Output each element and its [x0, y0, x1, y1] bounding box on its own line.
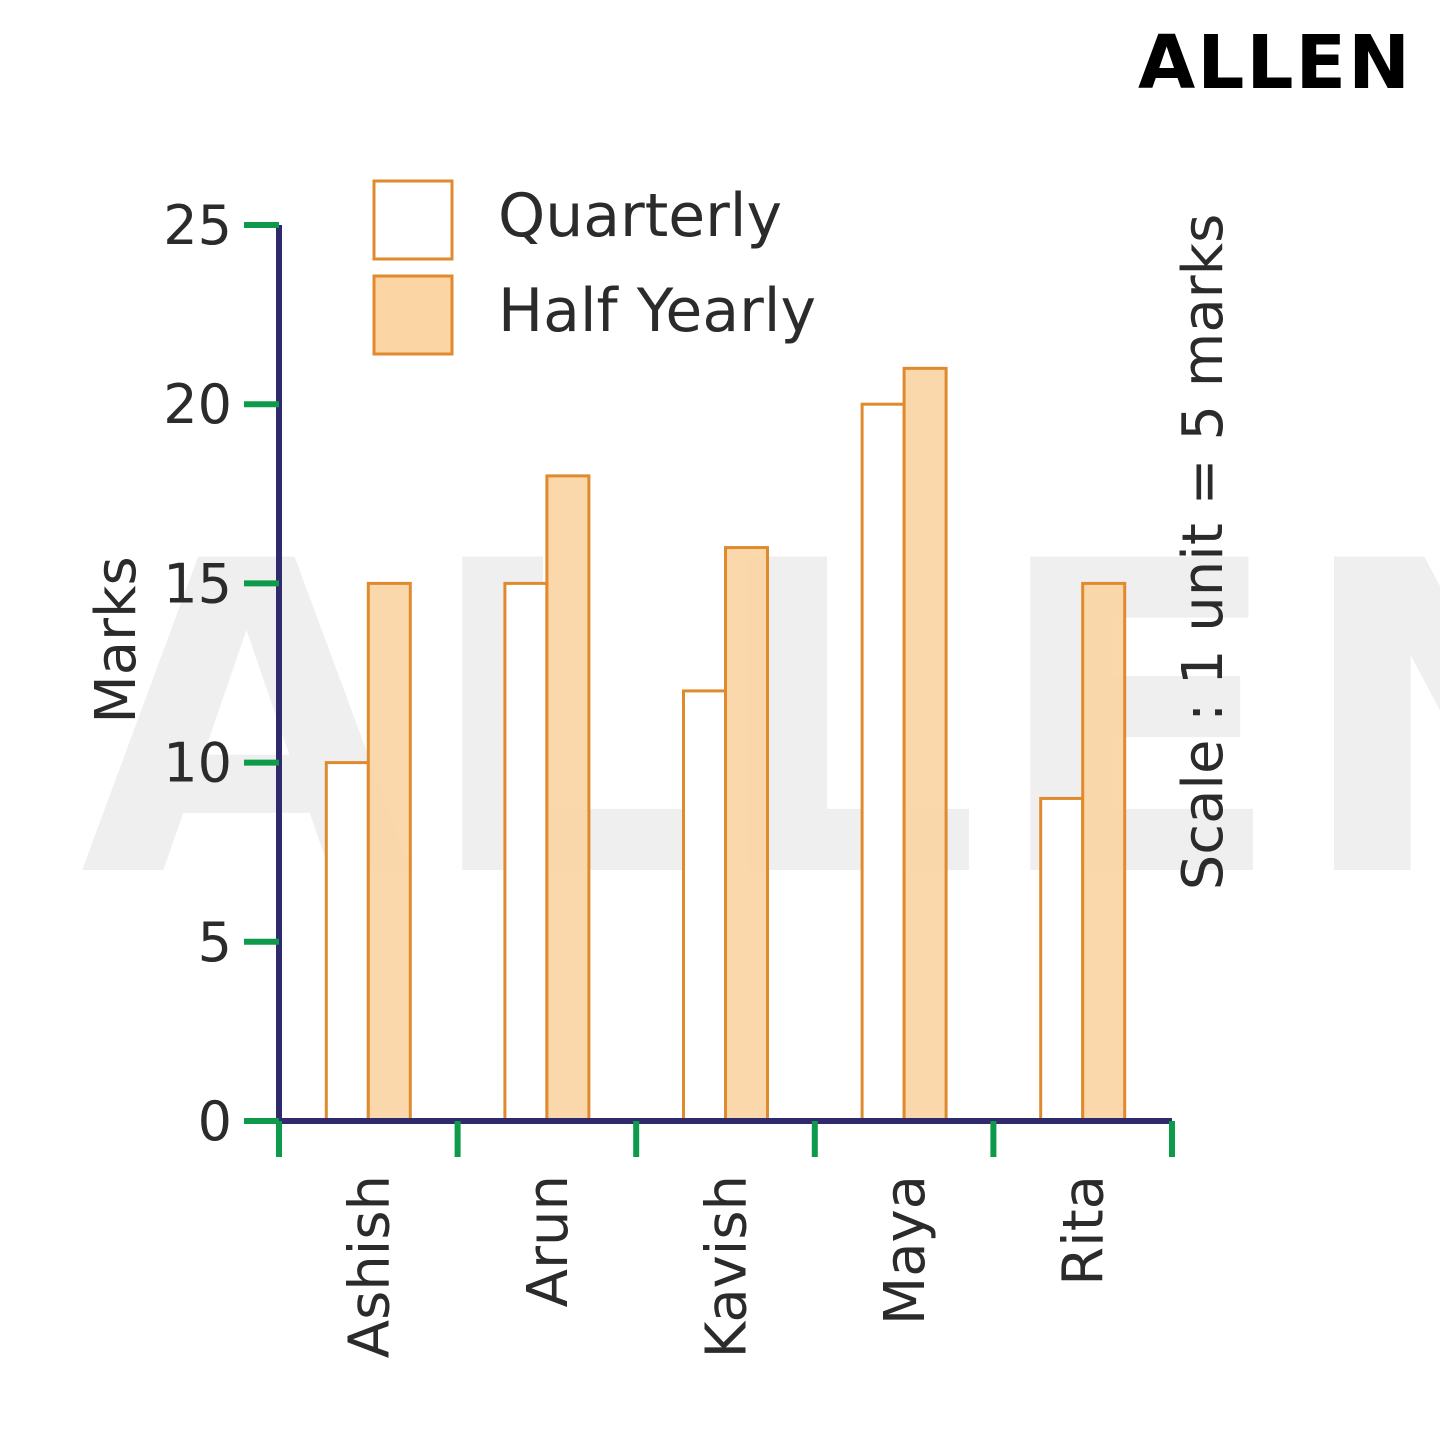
y-tick-label: 5: [198, 911, 232, 974]
ticks-layer: Ashish Arun Kavish Maya Rita 0 5 10 15 20 25: [163, 194, 1175, 1358]
y-tick-label: 0: [198, 1090, 232, 1153]
y-axis-title: Marks: [84, 556, 149, 723]
legend-label-half-yearly: Half Yearly: [498, 276, 816, 346]
bar-quarterly-maya: [860, 402, 906, 1123]
x-tick-label-ashish: Ashish: [337, 1175, 402, 1358]
bars-layer: [324, 366, 1127, 1123]
brand-logo: ALLEN: [1138, 20, 1412, 106]
y-tick-label: 10: [163, 732, 232, 795]
axes-layer: [276, 225, 1172, 1124]
x-tick-label-kavish: Kavish: [695, 1175, 760, 1358]
x-tick-label-arun: Arun: [516, 1175, 581, 1307]
bar-half-yearly-kavish: [724, 546, 769, 1123]
bar-quarterly-kavish: [682, 689, 727, 1123]
bar-half-yearly-ashish: [366, 581, 412, 1123]
legend-label-quarterly: Quarterly: [498, 181, 782, 251]
bar-half-yearly-arun: [545, 474, 591, 1123]
legend-swatch-half-yearly: [372, 274, 454, 356]
legend: Quarterly Half Yearly: [372, 179, 816, 356]
y-tick-label: 15: [163, 552, 232, 615]
y-tick-label: 25: [163, 194, 232, 257]
y-tick-label: 20: [163, 373, 232, 436]
bar-half-yearly-maya: [902, 366, 948, 1123]
bar-quarterly-arun: [503, 581, 549, 1123]
bar-quarterly-rita: [1039, 796, 1085, 1123]
bar-half-yearly-rita: [1081, 581, 1127, 1123]
bar-quarterly-ashish: [324, 761, 370, 1123]
x-tick-label-rita: Rita: [1052, 1175, 1117, 1286]
legend-swatch-quarterly: [372, 179, 454, 261]
x-tick-label-maya: Maya: [873, 1175, 938, 1325]
scale-note: Scale : 1 unit = 5 marks: [1171, 214, 1236, 891]
